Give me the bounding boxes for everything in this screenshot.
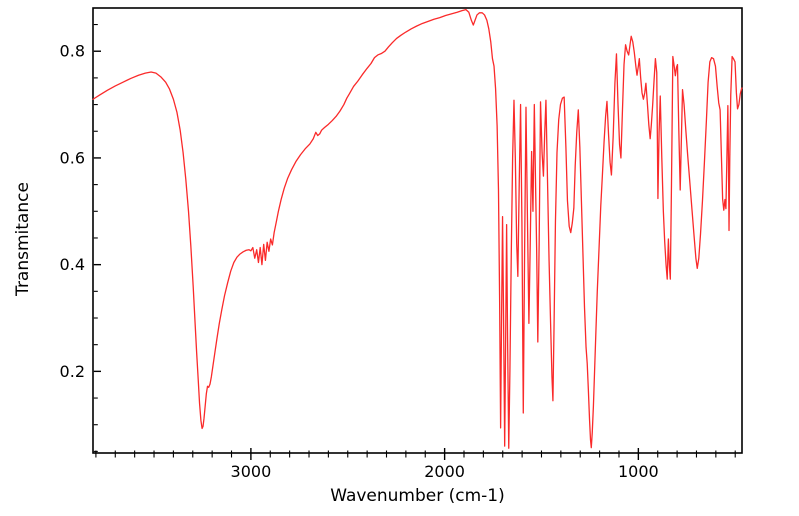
spectrum-line (92, 8, 743, 449)
x-tick-label: 3000 (231, 462, 272, 481)
x-tick-label: 2000 (424, 462, 465, 481)
y-axis-label: Transmitance (13, 182, 33, 296)
x-axis-label: Wavenumber (cm-1) (330, 486, 505, 506)
x-tick-label: 1000 (618, 462, 659, 481)
y-tick-label: 0.6 (60, 148, 85, 167)
y-tick-label: 0.2 (60, 362, 85, 381)
y-tick-label: 0.4 (60, 255, 85, 274)
plot-frame (92, 7, 743, 454)
y-tick-label: 0.8 (60, 42, 85, 61)
